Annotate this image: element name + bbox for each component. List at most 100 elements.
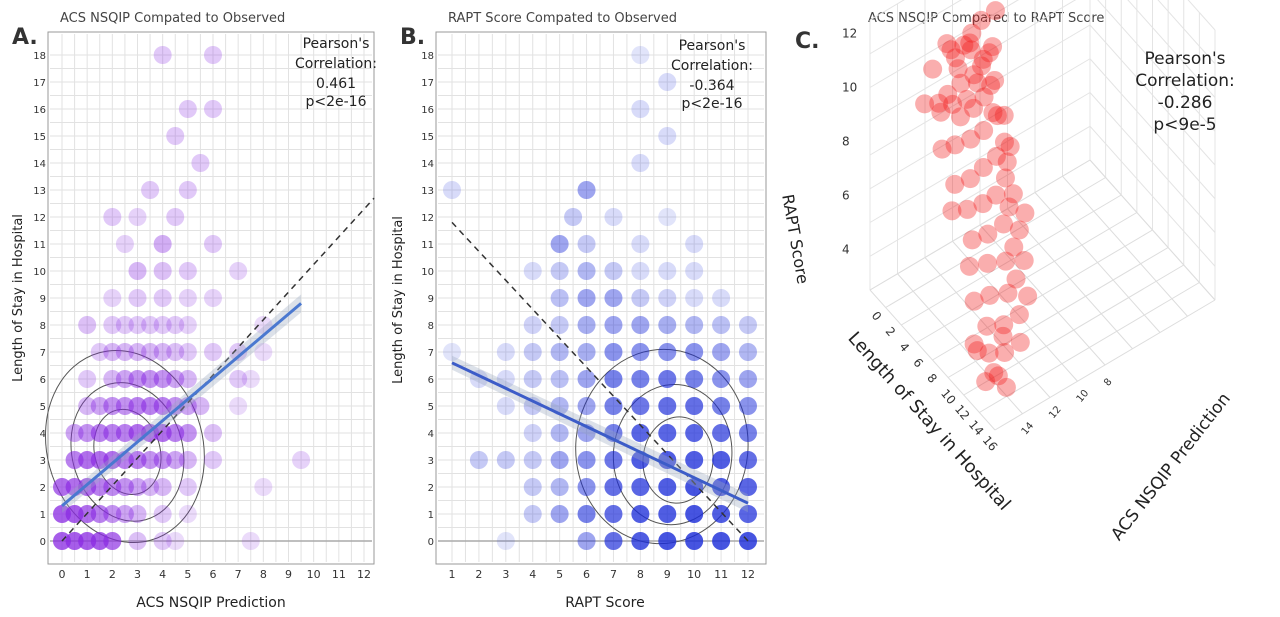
- data-point: [943, 94, 963, 114]
- data-point: [128, 532, 147, 550]
- data-point: [166, 343, 185, 361]
- x-tick-label: 10: [1075, 388, 1092, 405]
- floor-grid-line: [900, 194, 1122, 326]
- x-tick-label: 0: [59, 568, 66, 581]
- data-point: [685, 370, 704, 388]
- data-point: [78, 451, 97, 469]
- data-point: [631, 424, 650, 442]
- data-point: [604, 451, 623, 469]
- data-point: [685, 532, 704, 550]
- data-point: [1010, 332, 1030, 352]
- floor-grid-line: [1007, 208, 1133, 350]
- data-point: [980, 285, 1000, 305]
- data-point: [712, 343, 731, 361]
- panel-b-annot-1: Pearson's: [679, 38, 746, 54]
- data-point: [128, 397, 147, 415]
- data-point: [153, 451, 172, 469]
- data-point: [981, 75, 1001, 95]
- data-point: [577, 235, 596, 253]
- data-point: [685, 478, 704, 496]
- x-tick-label: 2: [475, 568, 482, 581]
- data-point: [631, 154, 650, 172]
- y-tick-label: 17: [33, 78, 46, 89]
- x-tick-label: 14: [1020, 420, 1037, 437]
- data-point: [1015, 203, 1035, 223]
- data-point: [141, 343, 160, 361]
- y-tick-label: 4: [896, 340, 912, 355]
- panel-c-zlabel: RAPT Score: [778, 193, 812, 286]
- data-point: [191, 154, 210, 172]
- data-point: [604, 316, 623, 334]
- x-tick-label: 5: [184, 568, 191, 581]
- data-point: [115, 235, 134, 253]
- data-point: [945, 48, 965, 68]
- data-point: [496, 532, 515, 550]
- data-point: [972, 56, 991, 76]
- y-tick-label: 18: [33, 51, 46, 62]
- data-point: [103, 343, 122, 361]
- data-point: [1009, 305, 1029, 325]
- data-point: [941, 40, 961, 60]
- data-point: [90, 451, 109, 469]
- data-point: [996, 251, 1016, 271]
- y-tick-label: 9: [40, 294, 46, 305]
- fit-line: [451, 361, 749, 505]
- data-point: [103, 451, 122, 469]
- data-point: [550, 505, 569, 523]
- data-point: [1006, 269, 1026, 289]
- y-tick-label: 6: [428, 375, 434, 386]
- data-point: [986, 185, 1006, 205]
- data-point: [631, 100, 650, 118]
- data-point: [153, 343, 172, 361]
- data-point: [977, 316, 997, 336]
- z-tick-label: 10: [842, 81, 857, 95]
- data-point: [1018, 286, 1038, 306]
- data-point: [962, 230, 982, 250]
- data-point: [550, 316, 569, 334]
- data-point: [204, 100, 222, 118]
- data-point: [712, 316, 731, 334]
- panel-c-annot-1: Pearson's: [1144, 49, 1225, 69]
- data-point: [523, 451, 542, 469]
- floor-grid-line: [885, 177, 1106, 308]
- panel-b-letter: B.: [400, 25, 425, 50]
- data-point: [1000, 137, 1020, 156]
- data-point: [971, 10, 991, 30]
- y-tick-label: 4: [40, 429, 46, 440]
- data-point: [141, 181, 160, 199]
- data-point: [103, 397, 122, 415]
- y-tick-label: 15: [421, 132, 434, 143]
- data-point: [964, 65, 984, 85]
- data-point: [999, 197, 1019, 217]
- data-point: [204, 424, 222, 442]
- y-tick-label: 0: [869, 309, 885, 324]
- data-point: [631, 235, 650, 253]
- data-point: [631, 289, 650, 307]
- data-point: [241, 532, 260, 550]
- data-point: [115, 424, 134, 442]
- data-point: [141, 478, 160, 496]
- data-point: [994, 315, 1014, 335]
- y-tick-label: 0: [428, 537, 434, 548]
- data-point: [915, 94, 935, 114]
- y-tick-label: 16: [980, 433, 1001, 454]
- y-tick-label: 5: [40, 402, 46, 413]
- y-tick-label: 2: [40, 483, 46, 494]
- data-point: [988, 366, 1008, 386]
- data-point: [178, 370, 197, 388]
- y-tick-label: 17: [421, 78, 434, 89]
- data-point: [957, 89, 977, 109]
- data-point: [631, 532, 650, 550]
- data-point: [658, 532, 677, 550]
- data-point: [978, 224, 998, 244]
- panel-a-title: ACS NSQIP Compated to Observed: [60, 11, 285, 26]
- data-point: [685, 262, 704, 280]
- data-point: [950, 107, 970, 127]
- data-point: [115, 397, 134, 415]
- data-point: [712, 289, 731, 307]
- panel-a-ticks: 0 1 2 3 4 5 6 7 8 9 10 11 12012345678910111213141516…: [33, 51, 371, 581]
- data-point: [178, 289, 197, 307]
- z-tick-label: 12: [842, 27, 857, 41]
